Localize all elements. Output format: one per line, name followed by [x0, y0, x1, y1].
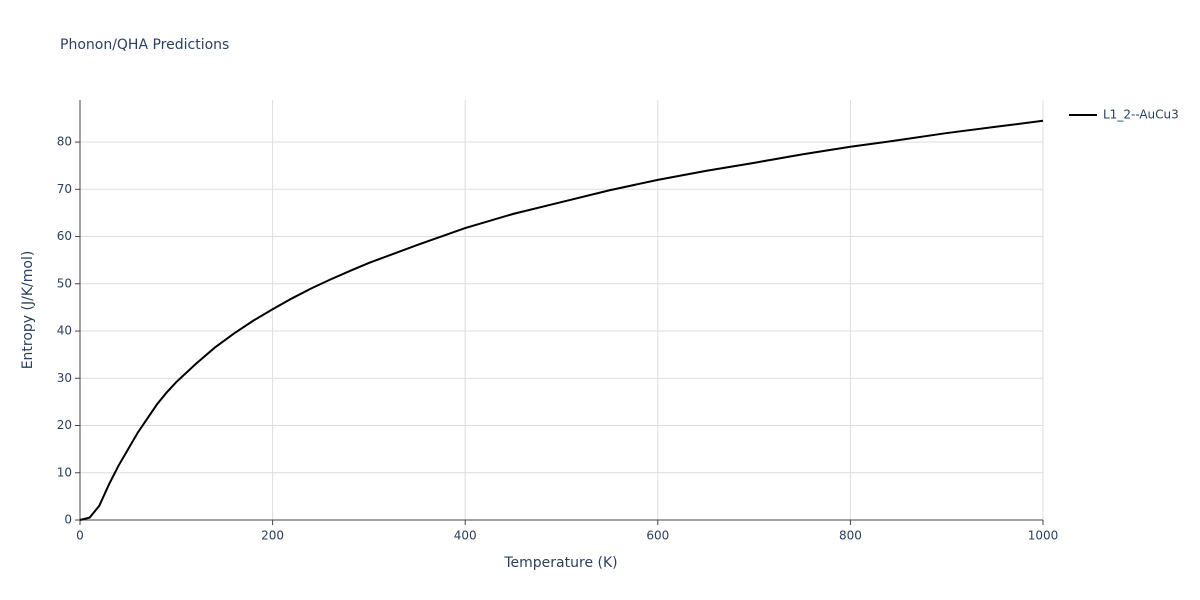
x-axis-title: Temperature (K)	[503, 555, 617, 571]
x-tick-label: 800	[839, 529, 862, 543]
y-tick-label: 30	[57, 371, 72, 385]
x-tick-label: 1000	[1028, 529, 1059, 543]
y-tick-label: 0	[64, 513, 72, 527]
y-tick-label: 70	[57, 182, 72, 196]
y-tick-label: 80	[57, 135, 72, 149]
legend-label: L1_2--AuCu3	[1103, 108, 1179, 122]
x-tick-label: 0	[76, 529, 84, 543]
y-tick-label: 40	[57, 324, 72, 338]
y-tick-label: 10	[57, 465, 72, 479]
y-axis-title: Entropy (J/K/mol)	[20, 251, 36, 370]
data-line	[79, 119, 1044, 521]
x-tick-label: 400	[454, 529, 477, 543]
y-tick-label: 50	[57, 276, 72, 290]
x-tick-label: 200	[261, 529, 284, 543]
y-tick-label: 60	[57, 229, 72, 243]
chart-title: Phonon/QHA Predictions	[60, 37, 229, 53]
y-tick-label: 20	[57, 418, 72, 432]
x-tick-label: 600	[646, 529, 669, 543]
